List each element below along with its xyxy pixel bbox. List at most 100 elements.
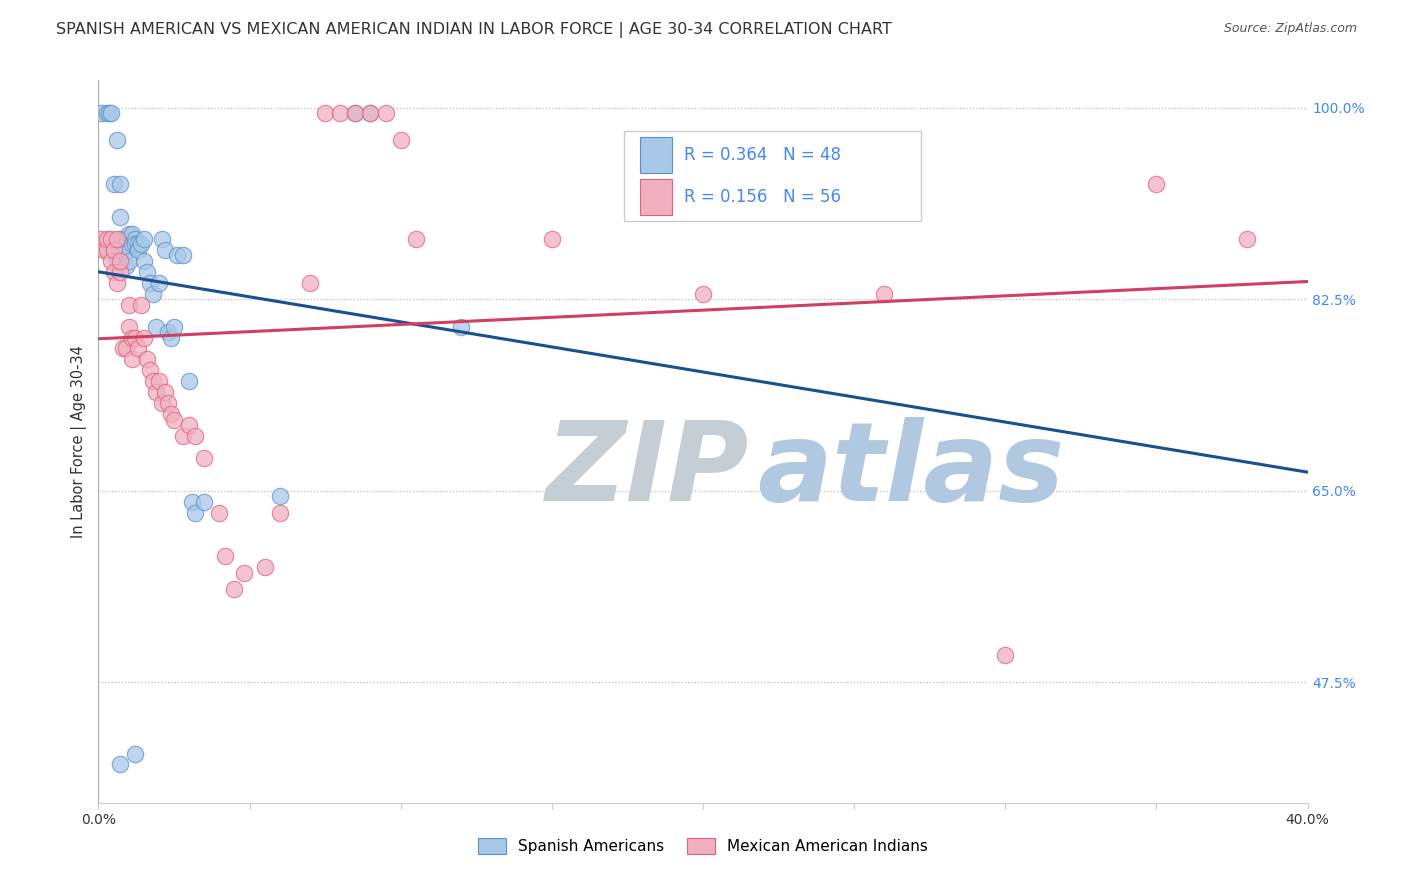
Point — [121, 352, 143, 367]
Bar — [640, 137, 672, 173]
Point — [100, 106, 122, 120]
Point — [132, 330, 155, 344]
Point — [232, 566, 254, 580]
Y-axis label: In Labor Force | Age 30-34: In Labor Force | Age 30-34 — [72, 345, 87, 538]
Point — [121, 227, 143, 241]
Point — [118, 243, 141, 257]
Point — [360, 106, 382, 120]
Point — [1236, 232, 1258, 246]
Point — [96, 232, 118, 246]
Point — [142, 374, 165, 388]
Point — [139, 276, 162, 290]
Point — [108, 178, 131, 192]
Point — [108, 265, 131, 279]
Point — [208, 506, 231, 520]
Point — [163, 319, 186, 334]
Point — [179, 374, 201, 388]
Point — [374, 106, 396, 120]
Point — [166, 248, 188, 262]
Point — [129, 298, 152, 312]
Point — [118, 227, 141, 241]
Text: SPANISH AMERICAN VS MEXICAN AMERICAN INDIAN IN LABOR FORCE | AGE 30-34 CORRELATI: SPANISH AMERICAN VS MEXICAN AMERICAN IND… — [56, 22, 893, 38]
Point — [344, 106, 367, 120]
Point — [139, 363, 162, 377]
Point — [360, 106, 382, 120]
Point — [98, 106, 121, 120]
Point — [118, 253, 141, 268]
Point — [111, 232, 134, 246]
Point — [994, 648, 1017, 662]
Point — [344, 106, 367, 120]
Point — [105, 253, 128, 268]
Point — [135, 265, 157, 279]
Point — [108, 232, 131, 246]
Point — [105, 133, 128, 147]
Point — [148, 276, 170, 290]
Point — [100, 253, 122, 268]
Point — [103, 243, 125, 257]
Point — [179, 418, 201, 433]
Point — [127, 342, 149, 356]
Point — [114, 260, 136, 274]
Point — [150, 232, 173, 246]
Point — [692, 286, 714, 301]
Bar — [640, 178, 672, 215]
Point — [873, 286, 896, 301]
Point — [184, 429, 207, 443]
Point — [145, 385, 167, 400]
Point — [105, 276, 128, 290]
Point — [193, 450, 215, 465]
Point — [172, 429, 194, 443]
Point — [1146, 178, 1168, 192]
Point — [132, 232, 155, 246]
Point — [405, 232, 427, 246]
Point — [124, 747, 146, 761]
Point — [114, 342, 136, 356]
Point — [108, 210, 131, 224]
Point — [121, 330, 143, 344]
Point — [90, 106, 112, 120]
Point — [127, 237, 149, 252]
Point — [108, 253, 131, 268]
Point — [269, 489, 291, 503]
Point — [184, 506, 207, 520]
Text: atlas: atlas — [758, 417, 1064, 524]
Point — [153, 243, 176, 257]
Point — [299, 276, 322, 290]
Point — [145, 319, 167, 334]
Point — [111, 342, 134, 356]
Text: R = 0.156   N = 56: R = 0.156 N = 56 — [683, 188, 841, 206]
Point — [160, 407, 183, 421]
Text: ZIP: ZIP — [546, 417, 749, 524]
Point — [96, 106, 118, 120]
Text: Source: ZipAtlas.com: Source: ZipAtlas.com — [1223, 22, 1357, 36]
Point — [103, 265, 125, 279]
Point — [135, 352, 157, 367]
Point — [111, 237, 134, 252]
Point — [124, 237, 146, 252]
Point — [132, 253, 155, 268]
Point — [142, 286, 165, 301]
Point — [127, 243, 149, 257]
Point — [129, 237, 152, 252]
Point — [118, 298, 141, 312]
Point — [160, 330, 183, 344]
Point — [100, 232, 122, 246]
FancyBboxPatch shape — [624, 131, 921, 221]
Point — [193, 494, 215, 508]
Point — [121, 237, 143, 252]
Legend: Spanish Americans, Mexican American Indians: Spanish Americans, Mexican American Indi… — [472, 832, 934, 860]
Point — [124, 232, 146, 246]
Point — [329, 106, 352, 120]
Point — [389, 133, 412, 147]
Text: R = 0.364   N = 48: R = 0.364 N = 48 — [683, 146, 841, 164]
Point — [540, 232, 562, 246]
Point — [118, 319, 141, 334]
Point — [181, 494, 204, 508]
Point — [253, 560, 276, 574]
Point — [153, 385, 176, 400]
Point — [172, 248, 194, 262]
Point — [269, 506, 291, 520]
Point — [150, 396, 173, 410]
Point — [163, 412, 186, 426]
